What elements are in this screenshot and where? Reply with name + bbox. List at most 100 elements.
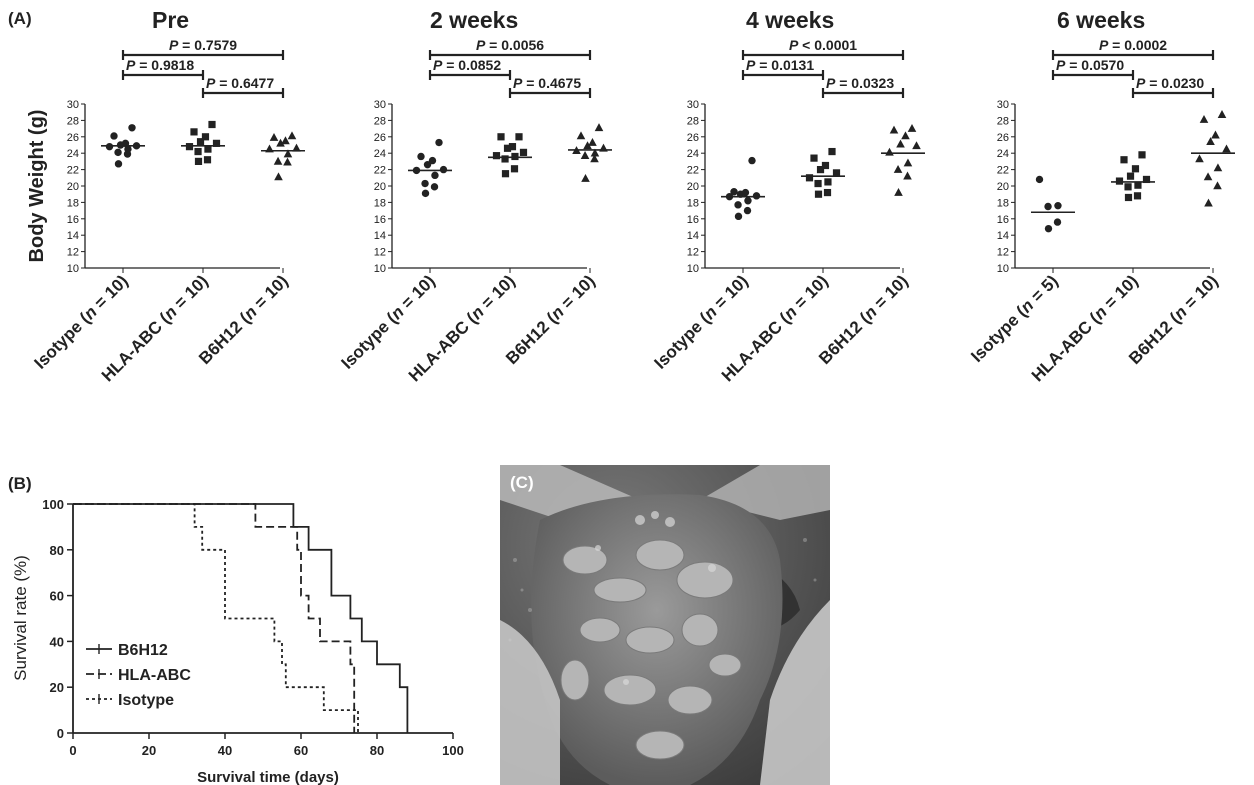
data-point bbox=[114, 149, 121, 156]
y-tick-label: 16 bbox=[687, 214, 699, 226]
x-axis-label: Survival time (days) bbox=[197, 769, 339, 785]
data-point bbox=[208, 121, 215, 128]
y-tick-label: 28 bbox=[687, 115, 699, 127]
data-point bbox=[734, 201, 741, 208]
data-point bbox=[885, 148, 894, 156]
data-point bbox=[195, 158, 202, 165]
p-value-label: P = 0.4675 bbox=[513, 75, 581, 91]
data-point bbox=[422, 190, 429, 197]
data-point bbox=[890, 126, 899, 134]
data-point bbox=[744, 197, 751, 204]
legend-item: Isotype bbox=[86, 692, 174, 709]
data-point bbox=[1127, 173, 1134, 180]
y-tick-label: 20 bbox=[374, 181, 386, 193]
y-tick-label: 0 bbox=[57, 726, 64, 741]
data-point bbox=[115, 160, 122, 167]
data-point bbox=[896, 140, 905, 148]
data-point bbox=[417, 153, 424, 160]
y-tick-label: 80 bbox=[50, 543, 64, 558]
y-tick-label: 22 bbox=[67, 165, 79, 177]
y-tick-label: 100 bbox=[42, 497, 64, 512]
survival-curve-hla-abc bbox=[73, 504, 354, 733]
y-axis-label: Survival rate (%) bbox=[11, 555, 30, 681]
data-point bbox=[281, 136, 290, 144]
y-tick-label: 10 bbox=[997, 263, 1009, 275]
data-point bbox=[1054, 202, 1061, 209]
y-tick-label: 28 bbox=[67, 115, 79, 127]
data-point bbox=[744, 207, 751, 214]
data-point bbox=[1213, 181, 1222, 189]
data-point bbox=[1124, 183, 1131, 190]
p-value-label: P = 0.0323 bbox=[826, 75, 894, 91]
y-tick-label: 12 bbox=[687, 247, 699, 259]
y-tick-label: 28 bbox=[997, 115, 1009, 127]
chart-title: 4 weeks bbox=[746, 7, 834, 33]
data-point bbox=[1044, 203, 1051, 210]
data-point bbox=[815, 191, 822, 198]
y-tick-label: 30 bbox=[687, 99, 699, 111]
panel-c-photo bbox=[500, 465, 830, 785]
y-tick-label: 10 bbox=[374, 263, 386, 275]
data-point bbox=[502, 170, 509, 177]
p-value-label: P < 0.0001 bbox=[789, 37, 857, 53]
p-value-label: P = 0.0131 bbox=[746, 57, 814, 73]
data-point bbox=[903, 172, 912, 180]
data-point bbox=[186, 143, 193, 150]
data-point bbox=[894, 188, 903, 196]
data-point bbox=[435, 139, 442, 146]
y-tick-label: 24 bbox=[67, 148, 79, 160]
significance-bracket: P = 0.0570 bbox=[1053, 57, 1133, 80]
y-tick-label: 26 bbox=[67, 132, 79, 144]
p-value-label: P = 0.6477 bbox=[206, 75, 274, 91]
data-point bbox=[1200, 115, 1209, 123]
data-point bbox=[520, 149, 527, 156]
y-tick-label: 20 bbox=[687, 181, 699, 193]
y-tick-label: 30 bbox=[67, 99, 79, 111]
legend-item: B6H12 bbox=[86, 642, 168, 659]
data-point bbox=[1211, 131, 1220, 139]
y-tick-label: 24 bbox=[997, 148, 1009, 160]
significance-bracket: P = 0.4675 bbox=[510, 75, 590, 98]
data-point bbox=[1134, 192, 1141, 199]
data-point bbox=[894, 165, 903, 173]
y-tick-label: 16 bbox=[997, 214, 1009, 226]
y-tick-label: 26 bbox=[687, 132, 699, 144]
data-point bbox=[730, 188, 737, 195]
significance-bracket: P = 0.0230 bbox=[1133, 75, 1213, 98]
data-point bbox=[828, 148, 835, 155]
y-tick-label: 28 bbox=[374, 115, 386, 127]
data-point bbox=[806, 174, 813, 181]
data-point bbox=[824, 178, 831, 185]
data-point bbox=[497, 133, 504, 140]
data-point bbox=[204, 156, 211, 163]
panel-a: Pre1012141618202224262830Isotype (n = 10… bbox=[26, 7, 1235, 385]
data-point bbox=[1036, 176, 1043, 183]
data-point bbox=[194, 148, 201, 155]
data-point bbox=[1120, 156, 1127, 163]
data-point bbox=[595, 123, 604, 131]
p-value-label: P = 0.7579 bbox=[169, 37, 237, 53]
data-point bbox=[1138, 151, 1145, 158]
data-point bbox=[1222, 145, 1231, 153]
data-point bbox=[511, 153, 518, 160]
y-tick-label: 60 bbox=[50, 589, 64, 604]
data-point bbox=[824, 189, 831, 196]
data-point bbox=[270, 133, 279, 141]
data-point bbox=[288, 131, 297, 139]
y-tick-label: 30 bbox=[997, 99, 1009, 111]
data-point bbox=[1045, 225, 1052, 232]
significance-bracket: P = 0.0852 bbox=[430, 57, 510, 80]
survival-curve-isotype bbox=[73, 504, 358, 733]
y-tick-label: 14 bbox=[997, 230, 1009, 242]
data-point bbox=[509, 143, 516, 150]
data-point bbox=[128, 124, 135, 131]
y-tick-label: 14 bbox=[374, 230, 386, 242]
data-point bbox=[1054, 218, 1061, 225]
p-value-label: P = 0.9818 bbox=[126, 57, 194, 73]
p-value-label: P = 0.0852 bbox=[433, 57, 501, 73]
p-value-label: P = 0.0570 bbox=[1056, 57, 1124, 73]
